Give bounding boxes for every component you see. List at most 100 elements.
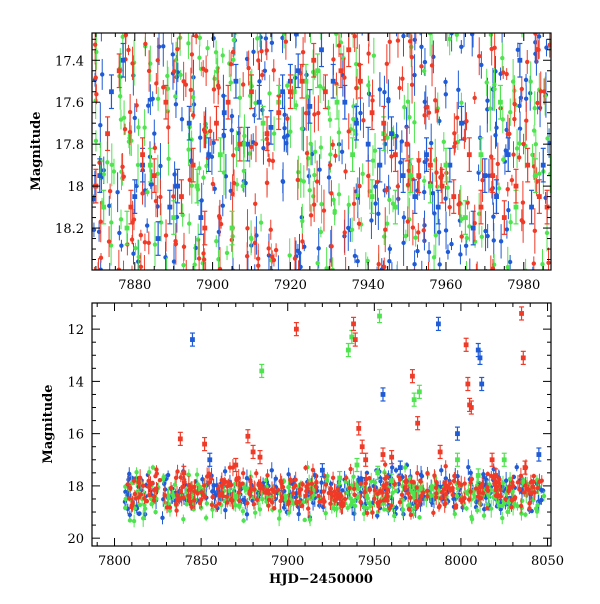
red-data-point: [327, 162, 333, 168]
blue-data-point: [186, 120, 192, 126]
blue-data-point: [190, 337, 195, 342]
red-data-point: [260, 72, 265, 78]
green-data-point: [387, 197, 392, 203]
blue-data-point: [443, 196, 448, 201]
red-data-point: [251, 501, 257, 507]
green-data-point: [184, 501, 189, 507]
green-data-point: [234, 24, 238, 28]
red-data-point: [142, 240, 148, 245]
red-data-point: [422, 113, 427, 118]
blue-data-point: [377, 162, 383, 168]
blue-data-point: [412, 261, 417, 267]
blue-data-point: [422, 99, 427, 105]
red-data-point: [330, 475, 336, 480]
red-data-point: [524, 486, 530, 492]
green-data-point: [369, 479, 374, 484]
red-data-point: [521, 141, 526, 147]
red-data-point: [321, 489, 326, 494]
blue-data-point: [229, 113, 235, 119]
blue-data-point: [284, 141, 289, 146]
green-data-point: [352, 503, 358, 509]
red-data-point: [175, 46, 180, 52]
red-data-point: [298, 487, 304, 492]
blue-data-point: [375, 513, 380, 518]
blue-data-point: [342, 99, 348, 105]
red-data-point: [188, 87, 194, 93]
red-data-point: [303, 493, 309, 498]
green-data-point: [501, 157, 506, 162]
red-data-point: [293, 326, 299, 332]
blue-data-point: [505, 152, 511, 158]
blue-data-point: [316, 246, 321, 251]
red-data-point: [266, 503, 271, 508]
red-data-point: [366, 173, 371, 179]
blue-data-point: [504, 227, 510, 232]
red-data-point: [454, 115, 460, 120]
blue-data-point: [366, 91, 372, 96]
blue-data-point: [211, 140, 216, 146]
green-data-point: [384, 221, 390, 226]
green-data-point: [431, 255, 437, 260]
blue-data-point: [144, 223, 150, 228]
red-data-point: [476, 490, 481, 495]
green-data-point: [348, 502, 354, 508]
red-data-point: [278, 478, 283, 484]
red-data-point: [362, 489, 367, 495]
green-data-point: [351, 24, 355, 28]
red-data-point: [161, 85, 166, 90]
green-data-point: [136, 125, 141, 130]
red-data-point: [452, 131, 457, 136]
green-data-point: [147, 162, 153, 168]
blue-data-point: [373, 201, 378, 206]
red-data-point: [532, 490, 537, 495]
blue-data-point: [360, 23, 364, 27]
blue-data-point: [459, 120, 464, 126]
red-data-point: [358, 481, 363, 486]
red-data-point: [328, 275, 332, 279]
red-data-point: [384, 187, 389, 193]
green-data-point: [266, 281, 270, 285]
red-data-point: [408, 512, 414, 518]
red-data-point: [92, 272, 96, 276]
green-data-point: [393, 488, 399, 493]
green-data-point: [463, 284, 467, 288]
red-data-point: [264, 180, 270, 186]
red-data-point: [291, 485, 296, 491]
blue-data-point: [207, 457, 213, 463]
blue-data-point: [127, 471, 132, 477]
green-data-point: [478, 152, 484, 158]
red-data-point: [405, 182, 411, 188]
green-data-point: [253, 100, 258, 106]
red-data-point: [329, 244, 334, 249]
red-data-point: [304, 151, 310, 156]
red-data-point: [93, 75, 98, 80]
red-data-point: [498, 494, 504, 499]
blue-data-point: [523, 96, 529, 101]
green-data-point: [485, 502, 490, 507]
green-data-point: [499, 503, 504, 509]
green-data-point: [336, 192, 342, 197]
green-data-point: [311, 488, 317, 493]
green-data-point: [127, 518, 133, 523]
red-data-point: [458, 497, 463, 503]
red-data-point: [330, 493, 335, 499]
red-data-point: [522, 465, 528, 471]
blue-data-point: [436, 321, 441, 327]
green-data-point: [515, 503, 520, 509]
blue-data-point: [456, 87, 461, 93]
blue-data-point: [468, 470, 473, 476]
blue-data-point: [412, 37, 418, 43]
blue-data-point: [439, 468, 444, 473]
red-data-point: [98, 255, 104, 261]
blue-data-point: [222, 469, 228, 474]
red-data-point: [383, 227, 388, 232]
red-data-point: [257, 454, 263, 460]
red-data-point: [256, 58, 261, 63]
blue-data-point: [397, 465, 403, 471]
green-data-point: [231, 493, 237, 498]
red-data-point: [404, 141, 410, 147]
red-data-point: [187, 177, 192, 183]
green-data-point: [181, 262, 186, 268]
red-data-point: [418, 479, 423, 484]
red-data-point: [519, 218, 524, 223]
